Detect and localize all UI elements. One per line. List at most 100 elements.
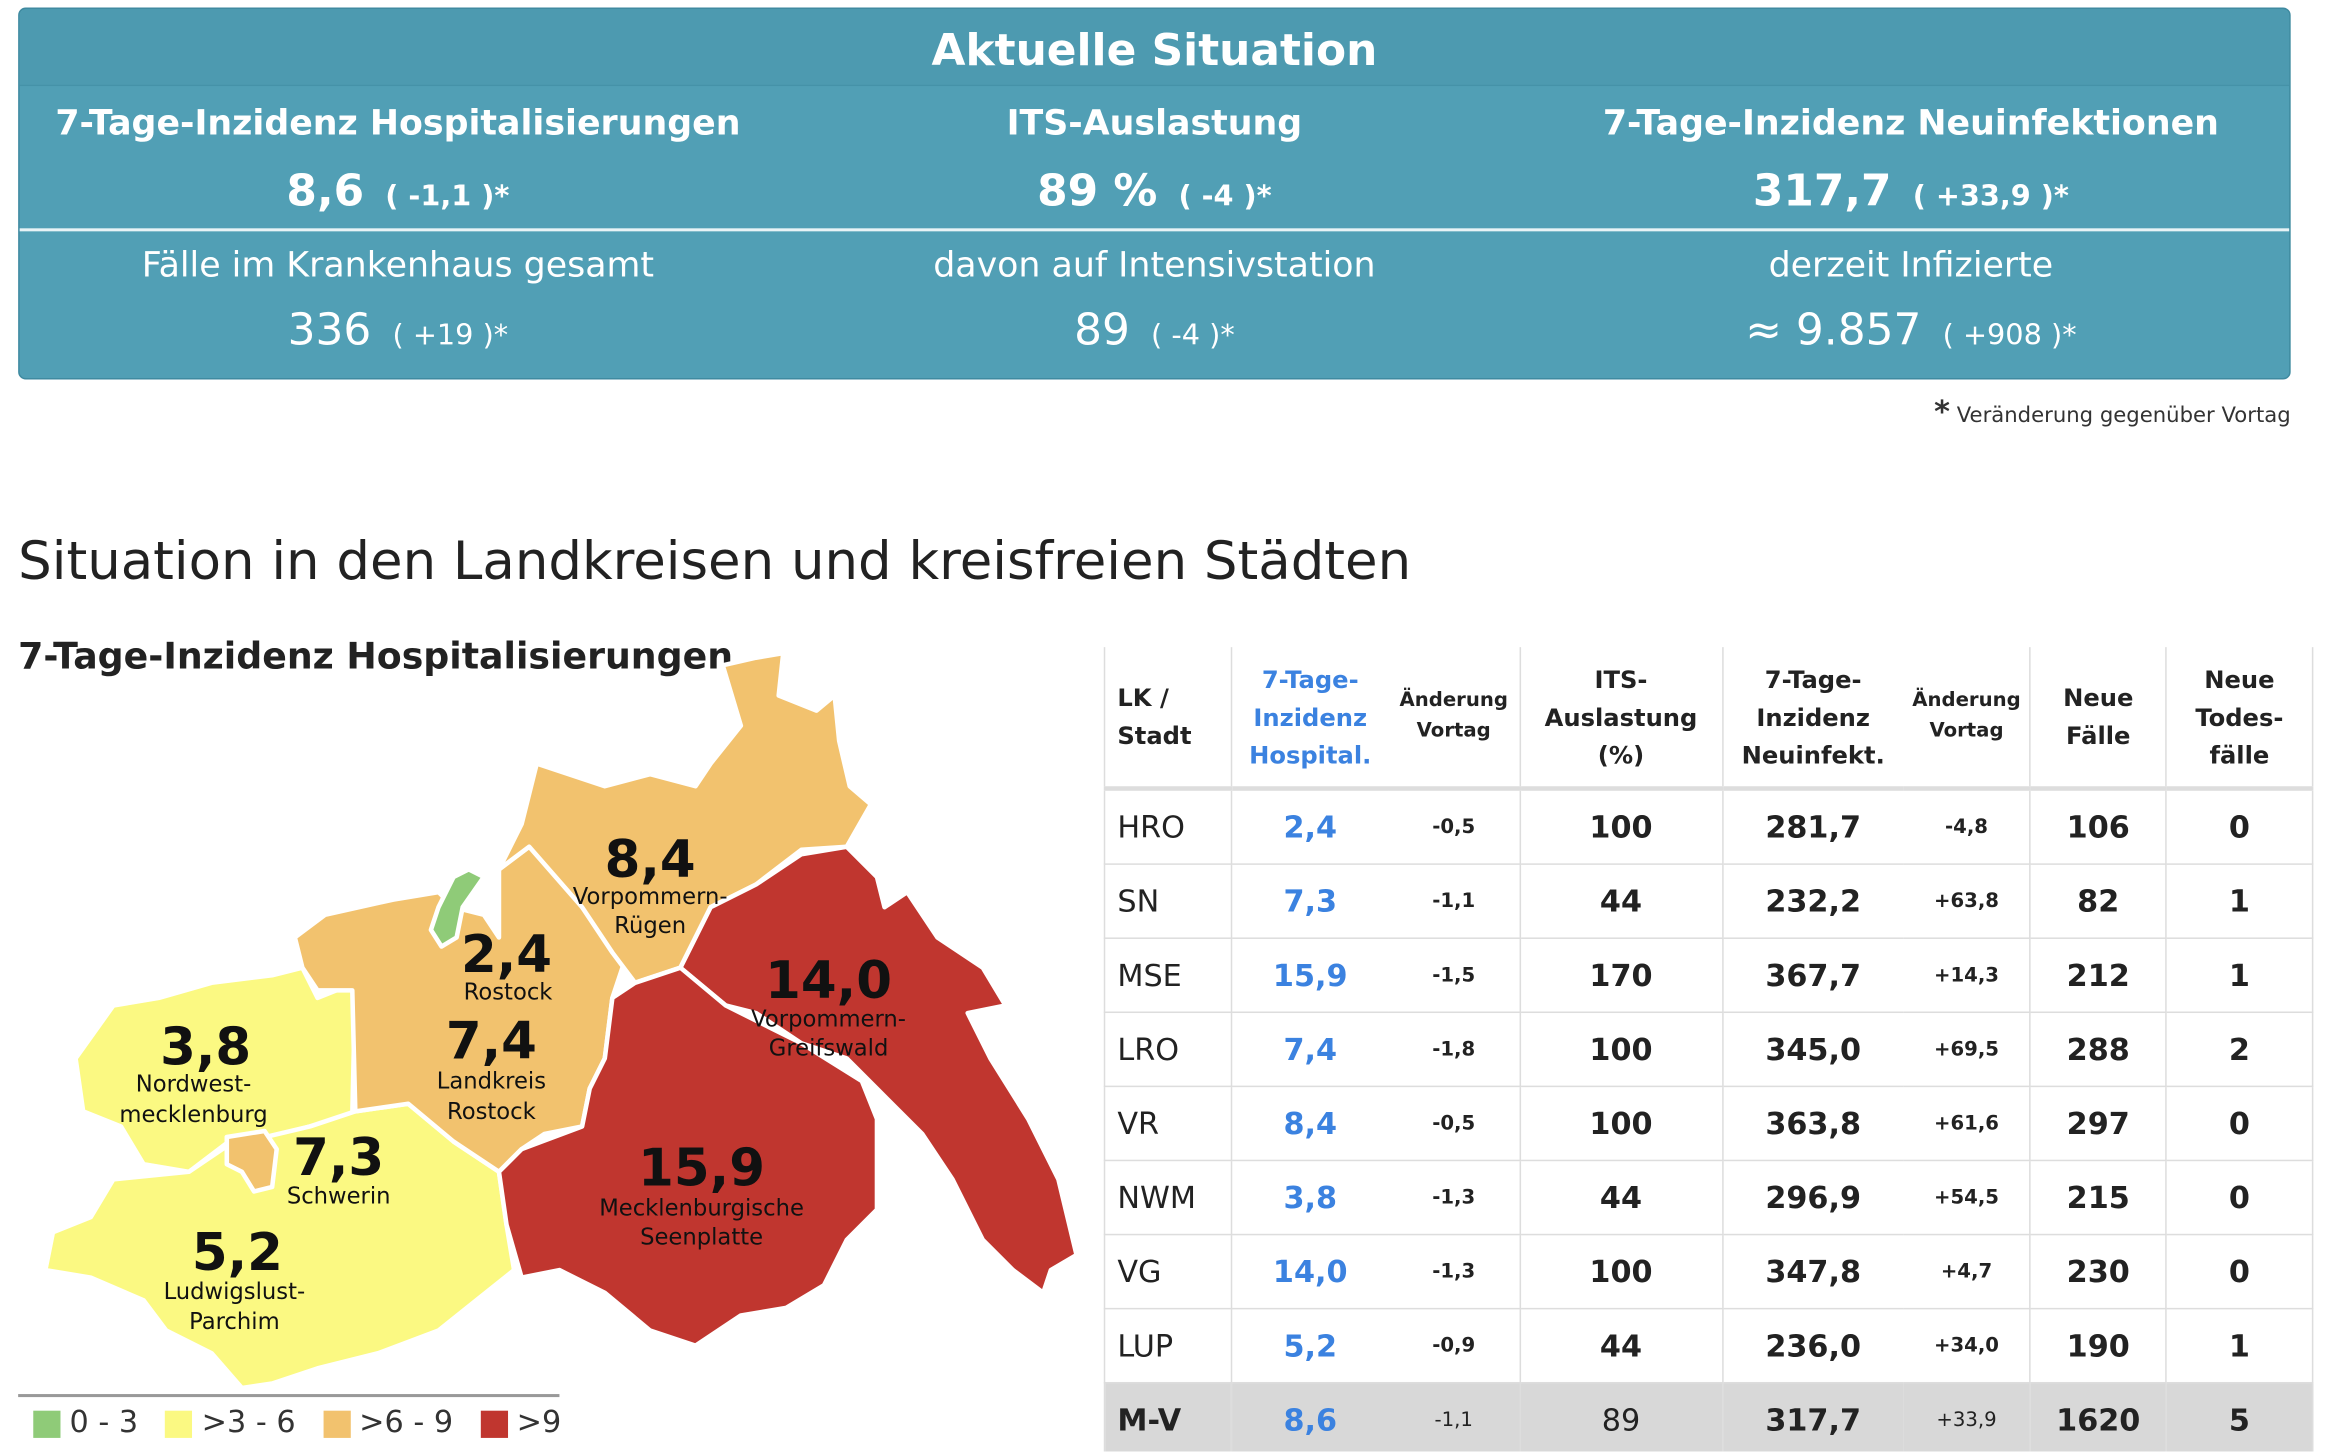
col-header-name: LK / Stadt xyxy=(1103,647,1233,791)
cell-hospital-incidence: 7,4 xyxy=(1230,1012,1389,1088)
cell-infection-incidence: 367,7 xyxy=(1721,938,1904,1014)
cell-hospital-incidence: 15,9 xyxy=(1230,938,1389,1014)
cell-its: 44 xyxy=(1519,1308,1723,1384)
footnote-star: * xyxy=(1934,393,1950,430)
cell-new-deaths: 0 xyxy=(2165,1160,2314,1236)
region-value: 8,4 xyxy=(605,830,696,890)
kpi-label: 7-Tage-Inzidenz Neuinfektionen xyxy=(1602,104,2219,144)
cell-its: 44 xyxy=(1519,864,1723,939)
cell-new-deaths: 0 xyxy=(2165,788,2314,865)
region-rostock[interactable] xyxy=(428,867,487,949)
cell-infection-incidence: 281,7 xyxy=(1721,788,1904,865)
kpi-value: ≈ 9.857 xyxy=(1745,303,1922,356)
cell-infection-change: +34,0 xyxy=(1903,1308,2032,1384)
cell-hospital-change: -0,5 xyxy=(1388,788,1521,865)
cell-hospital-incidence: 3,8 xyxy=(1230,1160,1389,1236)
region-label: Rostock xyxy=(447,1099,537,1125)
cell-new-cases: 212 xyxy=(2029,938,2167,1014)
section-title: Situation in den Landkreisen und kreisfr… xyxy=(18,532,1412,593)
legend-swatch xyxy=(480,1409,508,1438)
cell-its: 100 xyxy=(1519,788,1723,865)
kpi-change: ( +19 )* xyxy=(392,319,509,353)
col-header-infection-incidence: 7-Tage-Inzidenz Neuinfekt. xyxy=(1721,647,1904,791)
cell-name: M-V xyxy=(1103,1382,1233,1452)
region-vorpommern-greifswald[interactable] xyxy=(678,844,1079,1296)
region-value: 7,3 xyxy=(293,1128,384,1188)
legend-item: 0 - 3 xyxy=(33,1403,138,1439)
cell-infection-incidence: 296,9 xyxy=(1721,1160,1904,1236)
cell-new-deaths: 0 xyxy=(2165,1234,2314,1310)
table-row: NWM 3,8 -1,3 44 296,9 +54,5 215 0 xyxy=(1103,1160,2314,1236)
cell-name: LUP xyxy=(1103,1308,1233,1384)
kpi-label: 7-Tage-Inzidenz Hospitalisierungen xyxy=(55,104,741,144)
map-legend: 0 - 3 >3 - 6 >6 - 9 >9 xyxy=(33,1403,562,1440)
cell-new-cases: 1620 xyxy=(2029,1382,2167,1452)
cell-infection-change: -4,8 xyxy=(1903,788,2032,865)
cell-new-cases: 190 xyxy=(2029,1308,2167,1384)
legend-label: >3 - 6 xyxy=(201,1403,296,1440)
table-row: MSE 15,9 -1,5 170 367,7 +14,3 212 1 xyxy=(1103,938,2314,1014)
cell-name: MSE xyxy=(1103,938,1233,1014)
cell-infection-incidence: 345,0 xyxy=(1721,1012,1904,1088)
kpi-infected: derzeit Infizierte ≈ 9.857 ( +908 )* xyxy=(1533,231,2289,355)
table-row: LRO 7,4 -1,8 100 345,0 +69,5 288 2 xyxy=(1103,1012,2314,1088)
cell-new-cases: 288 xyxy=(2029,1012,2167,1088)
cell-its: 170 xyxy=(1519,938,1723,1014)
legend-label: 0 - 3 xyxy=(69,1403,139,1440)
region-label: mecklenburg xyxy=(119,1102,267,1128)
cell-new-cases: 230 xyxy=(2029,1234,2167,1310)
cell-infection-incidence: 236,0 xyxy=(1721,1308,1904,1384)
region-label: Landkreis xyxy=(437,1069,546,1095)
cell-infection-incidence: 347,8 xyxy=(1721,1234,1904,1310)
region-mecklenburgische-seenplatte[interactable] xyxy=(496,965,880,1348)
cell-its: 100 xyxy=(1519,1234,1723,1310)
choropleth-map: 8,4 Vorpommern- Rügen 2,4 Rostock 7,4 La… xyxy=(43,650,1079,1391)
cell-hospital-change: -1,3 xyxy=(1388,1234,1521,1310)
cell-new-deaths: 1 xyxy=(2165,938,2314,1014)
legend-label: >6 - 9 xyxy=(359,1403,454,1440)
cell-infection-incidence: 232,2 xyxy=(1721,864,1904,939)
kpi-label: davon auf Intensivstation xyxy=(933,246,1376,286)
cell-name: SN xyxy=(1103,864,1233,939)
cell-infection-incidence: 363,8 xyxy=(1721,1086,1904,1162)
col-header-new-cases: Neue Fälle xyxy=(2029,647,2167,791)
region-label: Greifswald xyxy=(769,1035,889,1061)
cell-name: VG xyxy=(1103,1234,1233,1310)
cell-name: VR xyxy=(1103,1086,1233,1162)
table-row: HRO 2,4 -0,5 100 281,7 -4,8 106 0 xyxy=(1103,788,2314,865)
cell-infection-incidence: 317,7 xyxy=(1721,1382,1904,1452)
region-label: Parchim xyxy=(189,1309,280,1335)
district-table: LK / Stadt 7-Tage-Inzidenz Hospital. Änd… xyxy=(1103,647,2314,1452)
region-value: 2,4 xyxy=(461,925,552,985)
region-label: Rügen xyxy=(614,913,686,939)
region-value: 5,2 xyxy=(192,1223,283,1283)
cell-new-cases: 215 xyxy=(2029,1160,2167,1236)
cell-hospital-incidence: 8,4 xyxy=(1230,1086,1389,1162)
region-schwerin[interactable] xyxy=(224,1128,279,1194)
footnote: * Veränderung gegenüber Vortag xyxy=(1934,393,2291,429)
map-title: 7-Tage-Inzidenz Hospitalisierungen xyxy=(18,635,734,678)
cell-hospital-incidence: 2,4 xyxy=(1230,788,1389,865)
divider xyxy=(19,228,2290,232)
cell-its: 44 xyxy=(1519,1160,1723,1236)
cell-new-cases: 106 xyxy=(2029,788,2167,865)
cell-hospital-incidence: 7,3 xyxy=(1230,864,1389,939)
col-header-hospital-incidence: 7-Tage-Inzidenz Hospital. xyxy=(1230,647,1389,791)
region-value: 3,8 xyxy=(160,1017,251,1077)
legend-item: >3 - 6 xyxy=(165,1403,296,1440)
cell-its: 89 xyxy=(1519,1382,1723,1452)
legend-divider xyxy=(18,1394,560,1398)
cell-its: 100 xyxy=(1519,1086,1723,1162)
region-label: Ludwigslust- xyxy=(164,1279,306,1305)
region-label: Vorpommern- xyxy=(751,1007,906,1033)
table-header: LK / Stadt 7-Tage-Inzidenz Hospital. Änd… xyxy=(1103,647,2314,791)
kpi-label: ITS-Auslastung xyxy=(1006,104,1303,144)
kpi-icu-cases: davon auf Intensivstation 89 ( -4 )* xyxy=(776,231,1532,355)
legend-label: >9 xyxy=(516,1403,562,1440)
cell-infection-change: +54,5 xyxy=(1903,1160,2032,1236)
legend-item: >6 - 9 xyxy=(322,1403,454,1440)
cell-new-deaths: 0 xyxy=(2165,1086,2314,1162)
kpi-value: 89 xyxy=(1074,303,1130,356)
cell-infection-change: +4,7 xyxy=(1903,1234,2032,1310)
cell-hospital-incidence: 8,6 xyxy=(1230,1382,1389,1452)
